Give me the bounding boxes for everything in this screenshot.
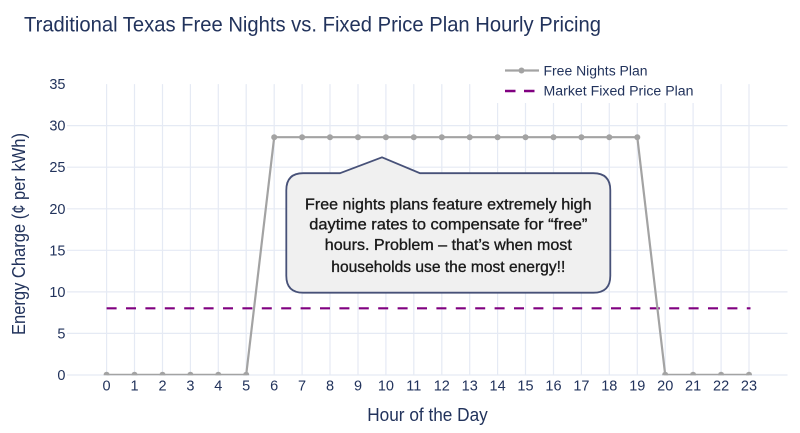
svg-text:11: 11 (406, 379, 421, 395)
svg-text:Hour of the Day: Hour of the Day (367, 404, 488, 425)
svg-text:3: 3 (186, 379, 194, 395)
svg-text:12: 12 (434, 379, 450, 395)
svg-text:5: 5 (242, 379, 250, 395)
svg-text:20: 20 (657, 379, 673, 395)
svg-text:8: 8 (326, 379, 334, 395)
svg-text:13: 13 (462, 379, 478, 395)
svg-text:30: 30 (49, 119, 65, 135)
svg-text:15: 15 (49, 243, 65, 259)
svg-text:0: 0 (57, 368, 65, 384)
svg-text:35: 35 (49, 77, 65, 93)
svg-text:5: 5 (57, 326, 65, 342)
svg-text:23: 23 (741, 379, 757, 395)
svg-text:Free Nights Plan: Free Nights Plan (544, 63, 648, 78)
svg-text:25: 25 (49, 160, 65, 176)
svg-text:0: 0 (103, 379, 111, 395)
svg-text:daytime rates to compensate fo: daytime rates to compensate for “free” (309, 217, 587, 234)
svg-text:18: 18 (601, 379, 617, 395)
svg-text:Market Fixed Price Plan: Market Fixed Price Plan (544, 84, 694, 99)
svg-text:4: 4 (214, 379, 222, 395)
svg-text:10: 10 (49, 285, 65, 301)
svg-text:10: 10 (378, 379, 394, 395)
svg-text:hours. Problem – that’s when m: hours. Problem – that’s when most (325, 237, 573, 254)
svg-text:1: 1 (130, 379, 138, 395)
svg-text:20: 20 (49, 202, 65, 218)
svg-text:15: 15 (517, 379, 533, 395)
svg-text:9: 9 (354, 379, 362, 395)
svg-text:19: 19 (629, 379, 645, 395)
svg-text:22: 22 (713, 379, 729, 395)
svg-text:7: 7 (298, 379, 306, 395)
svg-text:2: 2 (158, 379, 166, 395)
svg-text:16: 16 (545, 379, 561, 395)
svg-text:Energy Charge (¢ per kWh): Energy Charge (¢ per kWh) (8, 133, 29, 335)
svg-text:Free nights plans feature extr: Free nights plans feature extremely high (305, 196, 592, 213)
svg-text:21: 21 (685, 379, 701, 395)
svg-text:17: 17 (573, 379, 589, 395)
svg-text:Traditional Texas Free Nights: Traditional Texas Free Nights vs. Fixed … (24, 13, 601, 37)
svg-text:6: 6 (270, 379, 278, 395)
svg-text:14: 14 (490, 379, 506, 395)
svg-text:households use the most energy: households use the most energy!! (331, 259, 565, 276)
